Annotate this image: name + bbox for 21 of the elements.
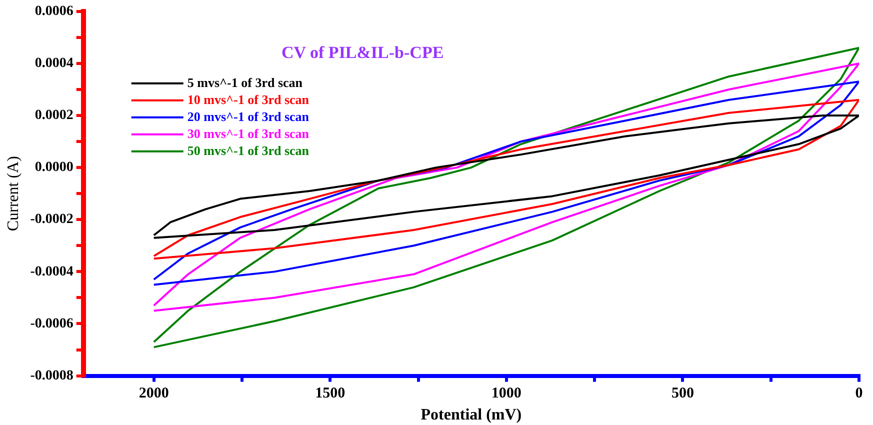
y-tick-label: -0.0002 xyxy=(30,212,74,228)
x-tick-label: 1000 xyxy=(491,386,522,402)
text: CV of PIL&IL-b-CPE xyxy=(282,42,444,62)
legend-label: 10 mvs^-1 of 3rd scan xyxy=(187,92,310,107)
y-tick-label: -0.0008 xyxy=(30,368,74,384)
legend-label: 20 mvs^-1 of 3rd scan xyxy=(187,108,310,124)
legend-label: 5 mvs^-1 of 3rd scan xyxy=(187,74,304,90)
x-tick-label: 2000 xyxy=(138,386,169,402)
y-tick-label: -0.0004 xyxy=(30,264,74,280)
x-tick-label: 0 xyxy=(855,386,863,402)
legend-label: 30 mvs^-1 of 3rd scan xyxy=(187,126,310,141)
y-tick-label: 0.0000 xyxy=(34,160,74,176)
y-axis-title: Current (A) xyxy=(4,156,22,232)
y-tick-label: -0.0006 xyxy=(30,316,74,332)
legend-label: 50 mvs^-1 of 3rd scan xyxy=(187,142,310,158)
y-tick-label: 0.0006 xyxy=(34,4,74,20)
x-tick-label: 500 xyxy=(671,386,694,402)
y-tick-label: 0.0002 xyxy=(34,108,74,124)
x-tick-label: 1500 xyxy=(315,386,346,402)
y-tick-label: 0.0004 xyxy=(34,56,74,72)
x-axis-title: Potential (mV) xyxy=(420,406,522,424)
